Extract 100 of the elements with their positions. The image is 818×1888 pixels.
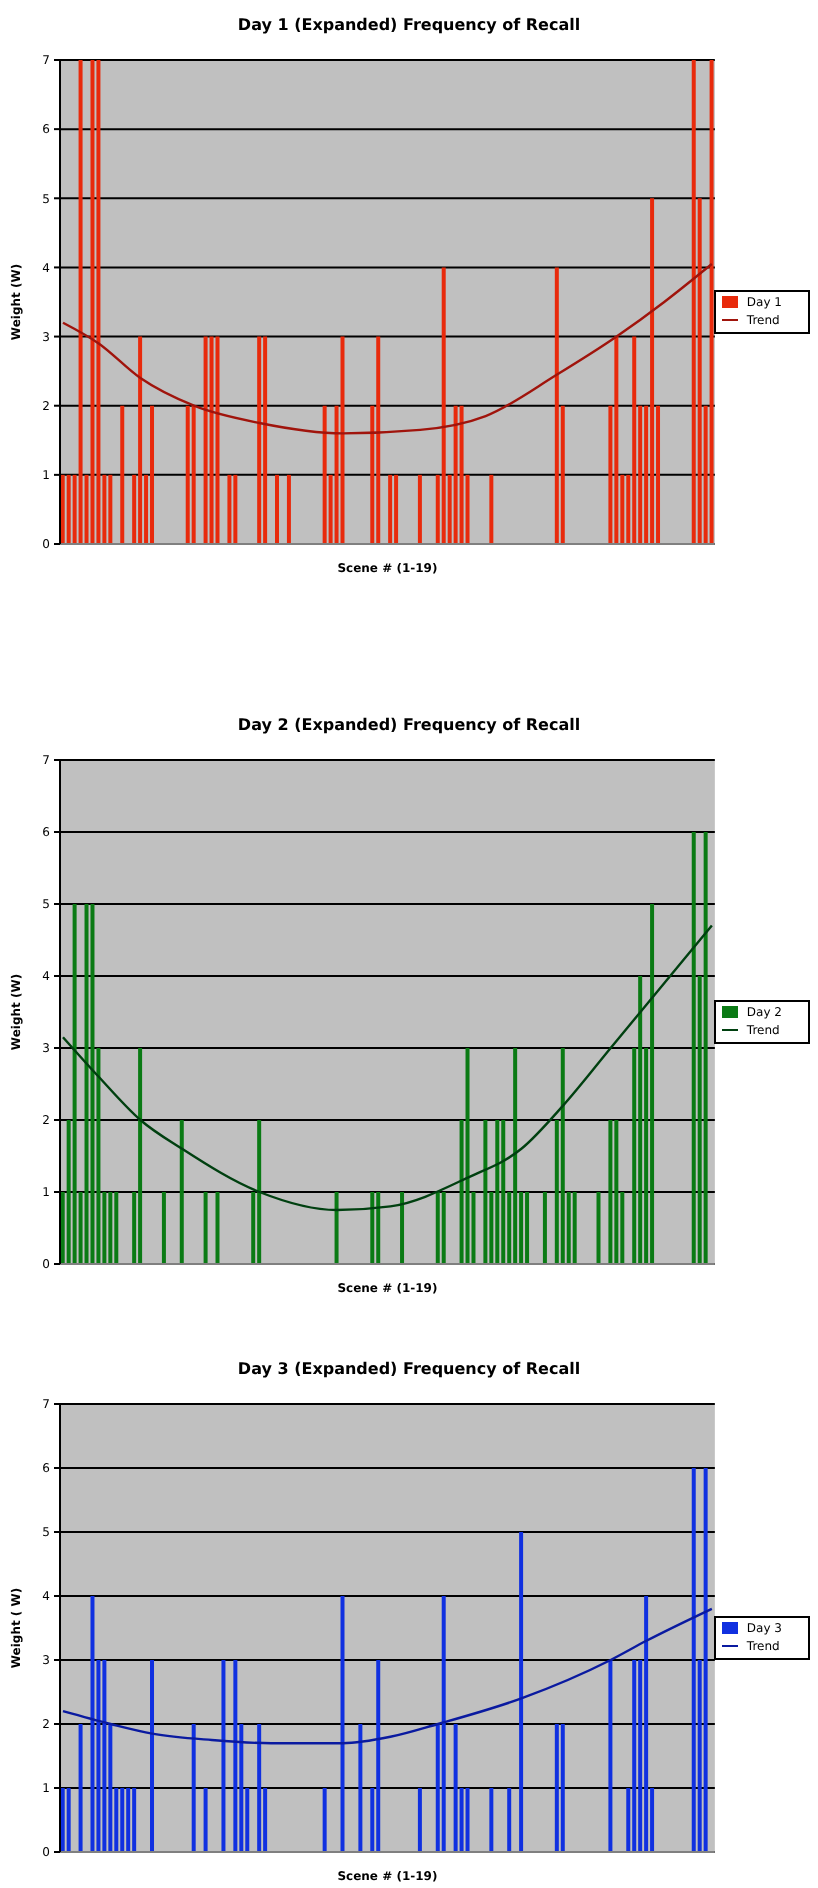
bar bbox=[138, 1048, 143, 1264]
bar bbox=[96, 60, 101, 544]
bar bbox=[376, 1660, 381, 1852]
bar bbox=[286, 474, 291, 544]
bar bbox=[227, 474, 232, 544]
line-series bbox=[61, 262, 714, 435]
bar bbox=[376, 1192, 381, 1264]
bar bbox=[513, 1048, 518, 1264]
bar bbox=[608, 1660, 613, 1852]
bar bbox=[66, 1788, 71, 1852]
bar bbox=[560, 1048, 565, 1264]
bar bbox=[138, 336, 143, 544]
bar bbox=[340, 336, 345, 544]
bar bbox=[84, 904, 89, 1264]
bar bbox=[150, 405, 155, 544]
bar bbox=[132, 1788, 137, 1852]
bar bbox=[221, 1660, 226, 1852]
bar bbox=[465, 1048, 470, 1264]
bar bbox=[441, 1596, 446, 1852]
bar bbox=[376, 336, 381, 544]
bar bbox=[90, 1596, 95, 1852]
bar bbox=[358, 1724, 363, 1852]
bar bbox=[388, 474, 393, 544]
bar bbox=[501, 1120, 506, 1264]
bar bbox=[233, 1660, 238, 1852]
line-series bbox=[61, 924, 714, 1212]
bar bbox=[644, 1596, 649, 1852]
bar bbox=[495, 1120, 500, 1264]
bar bbox=[572, 1192, 577, 1264]
bar bbox=[525, 1192, 530, 1264]
bar bbox=[435, 1192, 440, 1264]
bar bbox=[703, 832, 708, 1264]
bar bbox=[507, 1788, 512, 1852]
bar bbox=[489, 474, 494, 544]
bar bbox=[519, 1532, 524, 1852]
bar bbox=[257, 336, 262, 544]
bar bbox=[453, 1724, 458, 1852]
bar bbox=[90, 904, 95, 1264]
bar bbox=[120, 405, 125, 544]
bar bbox=[608, 1120, 613, 1264]
bar bbox=[614, 336, 619, 544]
bar bbox=[394, 474, 399, 544]
bar bbox=[417, 1788, 422, 1852]
bar bbox=[191, 405, 196, 544]
bar bbox=[650, 904, 655, 1264]
bar bbox=[560, 1724, 565, 1852]
bar bbox=[400, 1192, 405, 1264]
bar bbox=[120, 1788, 125, 1852]
bar bbox=[417, 474, 422, 544]
bar bbox=[554, 1724, 559, 1852]
bar bbox=[90, 60, 95, 544]
bar bbox=[203, 1788, 208, 1852]
bar bbox=[209, 336, 214, 544]
bar bbox=[114, 1192, 119, 1264]
bar bbox=[614, 1120, 619, 1264]
bar bbox=[709, 60, 714, 544]
bar bbox=[322, 1788, 327, 1852]
bar bbox=[340, 1596, 345, 1852]
chart-title: Day 2 (Expanded) Frequency of Recall bbox=[235, 714, 583, 738]
bar bbox=[542, 1192, 547, 1264]
bar bbox=[215, 1192, 220, 1264]
bar bbox=[370, 1192, 375, 1264]
bar bbox=[72, 904, 77, 1264]
bar bbox=[191, 1724, 196, 1852]
bar bbox=[632, 1660, 637, 1852]
bar bbox=[691, 832, 696, 1264]
bar bbox=[185, 405, 190, 544]
bar bbox=[650, 198, 655, 544]
bar bbox=[638, 976, 643, 1264]
chart-title: Day 1 (Expanded) Frequency of Recall bbox=[235, 14, 583, 38]
bar bbox=[703, 1468, 708, 1852]
bar bbox=[215, 336, 220, 544]
bar bbox=[161, 1192, 166, 1264]
bar bbox=[459, 405, 464, 544]
bar bbox=[334, 1192, 339, 1264]
bar bbox=[78, 60, 83, 544]
bar bbox=[483, 1120, 488, 1264]
bar bbox=[691, 1468, 696, 1852]
line-series bbox=[61, 1607, 714, 1745]
bar bbox=[150, 1660, 155, 1852]
bar bbox=[179, 1120, 184, 1264]
bar bbox=[263, 336, 268, 544]
bar bbox=[275, 474, 280, 544]
bar bbox=[257, 1120, 262, 1264]
bar bbox=[102, 1660, 107, 1852]
bar bbox=[554, 267, 559, 544]
bar bbox=[66, 474, 71, 544]
bar bbox=[632, 336, 637, 544]
bar bbox=[596, 1192, 601, 1264]
bar bbox=[257, 1724, 262, 1852]
bar bbox=[203, 336, 208, 544]
bar bbox=[691, 60, 696, 544]
bar bbox=[441, 1192, 446, 1264]
bar bbox=[108, 474, 113, 544]
bar bbox=[489, 1788, 494, 1852]
bar bbox=[322, 405, 327, 544]
bar bbox=[108, 1192, 113, 1264]
bar bbox=[453, 405, 458, 544]
bar bbox=[441, 267, 446, 544]
bar bbox=[78, 1724, 83, 1852]
